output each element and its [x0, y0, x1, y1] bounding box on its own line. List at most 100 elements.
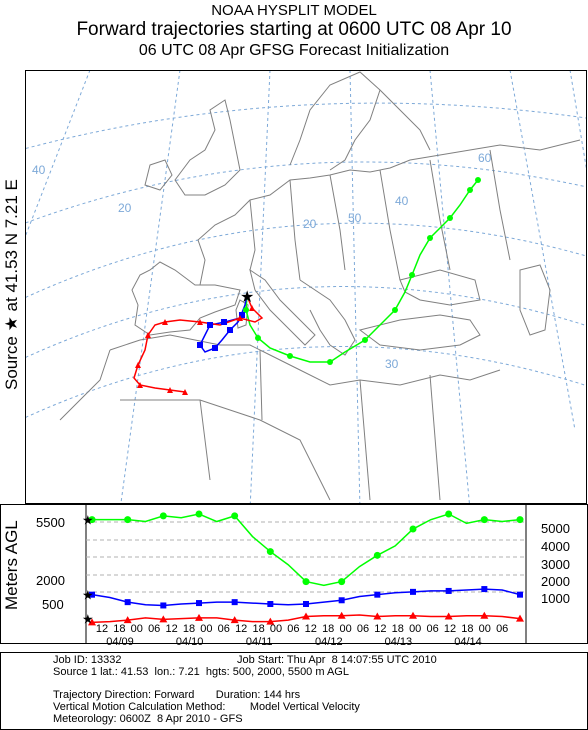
x-hour-tick: 12 [95, 623, 109, 635]
height-series-marker [89, 591, 95, 598]
x-hour-tick: 06 [148, 623, 161, 635]
height-series-marker [338, 597, 345, 604]
height-series-marker [159, 512, 167, 520]
red-markers [135, 305, 255, 395]
height-series-marker [373, 551, 381, 559]
grid-label: 30 [385, 357, 399, 371]
y-tick-left: 500 [42, 597, 64, 612]
height-series-marker [196, 600, 202, 607]
x-date-tick: 04/10 [175, 636, 204, 648]
height-series-marker [481, 586, 488, 593]
height-series-marker [303, 601, 309, 607]
height-series-marker [123, 616, 132, 624]
height-series-marker [231, 599, 238, 606]
x-hour-tick: 12 [304, 623, 317, 635]
x-hour-tick: 12 [443, 623, 457, 635]
model-title: NOAA HYSPLIT MODEL [211, 2, 377, 19]
x-hour-tick: 00 [269, 623, 283, 635]
x-hour-tick: 18 [252, 623, 265, 635]
grid-label: 60 [478, 151, 492, 165]
y-tick-left: 5500 [36, 515, 65, 530]
height-series-marker [410, 588, 416, 595]
meteorology: Meteorology: 0600Z 8 Apr 2010 - GFS [53, 713, 243, 725]
map-trajectory-red [133, 295, 264, 393]
height-series-marker [445, 510, 453, 518]
grid-label: 50 [348, 211, 362, 225]
trajectory-direction: Trajectory Direction: Forward Duration: … [53, 689, 301, 701]
green-markers [243, 177, 481, 365]
x-date-tick: 04/12 [315, 636, 343, 648]
y-axis-label: Meters AGL [2, 520, 21, 610]
grid-label: 20 [118, 201, 132, 215]
y-tick-right: 2000 [541, 574, 570, 589]
x-hour-tick: 06 [356, 623, 370, 635]
height-series-marker [516, 614, 524, 622]
trajectory-title: Forward trajectories starting at 0600 UT… [76, 19, 512, 40]
start-star-icon: ★ [82, 612, 94, 627]
height-series-marker [267, 601, 274, 607]
source-star-icon: ★ [240, 289, 254, 306]
height-series-marker [409, 525, 417, 533]
start-star-icon: ★ [82, 513, 94, 528]
x-hour-tick: 00 [409, 623, 422, 635]
grid-label: 40 [395, 194, 409, 208]
x-hour-tick: 18 [322, 623, 335, 635]
grid-label: 40 [32, 163, 46, 177]
y-tick-right: 3000 [541, 557, 570, 572]
height-series-marker [230, 616, 239, 624]
height-series-marker [302, 612, 310, 620]
y-tick-left: 2000 [36, 573, 65, 588]
height-series-marker [374, 591, 381, 598]
height-chart: ★ ★ ★ [0, 504, 588, 644]
x-hour-tick: 06 [217, 623, 230, 635]
vertical-motion: Vertical Motion Calculation Method: Mode… [53, 701, 360, 713]
x-hour-tick: 06 [496, 623, 509, 635]
x-hour-tick: 06 [426, 623, 439, 635]
height-series-marker [124, 599, 131, 606]
height-series-marker [480, 611, 489, 619]
height-series-marker [160, 602, 167, 609]
y-tick-right: 4000 [541, 539, 570, 554]
x-hour-tick: 00 [130, 623, 143, 635]
height-series-marker [337, 611, 346, 619]
grid-label: 20 [303, 217, 317, 231]
height-series-marker [409, 611, 417, 619]
height-series-marker [88, 516, 96, 524]
x-date-tick: 04/11 [245, 636, 273, 648]
height-series-marker [159, 615, 168, 623]
x-hour-tick: 18 [461, 623, 474, 635]
job-id: Job ID: 13332 [53, 654, 122, 666]
x-hour-tick: 00 [339, 623, 352, 635]
height-series-marker [445, 587, 452, 594]
start-star-icon: ★ [82, 588, 94, 603]
height-series-marker [124, 516, 132, 524]
y-tick-right: 5000 [541, 521, 570, 536]
x-hour-tick: 18 [182, 623, 196, 635]
height-series-marker [516, 516, 524, 524]
job-start: Job Start: Thu Apr 8 14:07:55 UTC 2010 [237, 654, 437, 666]
height-series-marker [338, 578, 346, 586]
x-hour-tick: 18 [391, 623, 404, 635]
x-hour-tick: 12 [235, 623, 248, 635]
x-hour-tick: 06 [287, 623, 300, 635]
height-series-marker [195, 510, 203, 518]
x-hour-tick: 18 [113, 623, 126, 635]
height-series-marker [195, 613, 203, 621]
height-series-marker [266, 617, 275, 625]
blue-markers [197, 312, 245, 351]
source-details: Source 1 lat.: 41.53 lon.: 7.21 hgts: 50… [53, 666, 349, 678]
x-hour-tick: 12 [374, 623, 387, 635]
info-box: Job ID: 13332 Job Start: Thu Apr 8 14:07… [0, 652, 588, 730]
x-date-tick: 04/13 [384, 636, 413, 648]
height-series-marker [444, 612, 453, 620]
map-trajectory-green [245, 179, 479, 363]
x-date-tick: 04/09 [106, 636, 134, 648]
height-series-marker [517, 591, 523, 598]
height-series-marker [231, 512, 239, 520]
y-tick-right: 1000 [541, 591, 570, 606]
x-date-tick: 04/14 [454, 636, 482, 648]
x-hour-tick: 12 [165, 623, 178, 635]
height-series-marker [480, 516, 488, 524]
height-series-marker [302, 578, 310, 586]
